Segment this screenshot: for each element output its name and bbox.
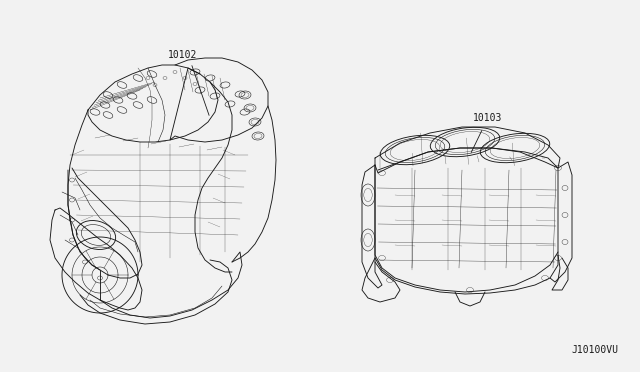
Text: 10102: 10102 xyxy=(168,50,198,60)
Text: J10100VU: J10100VU xyxy=(571,345,618,355)
Text: 10103: 10103 xyxy=(474,113,502,123)
